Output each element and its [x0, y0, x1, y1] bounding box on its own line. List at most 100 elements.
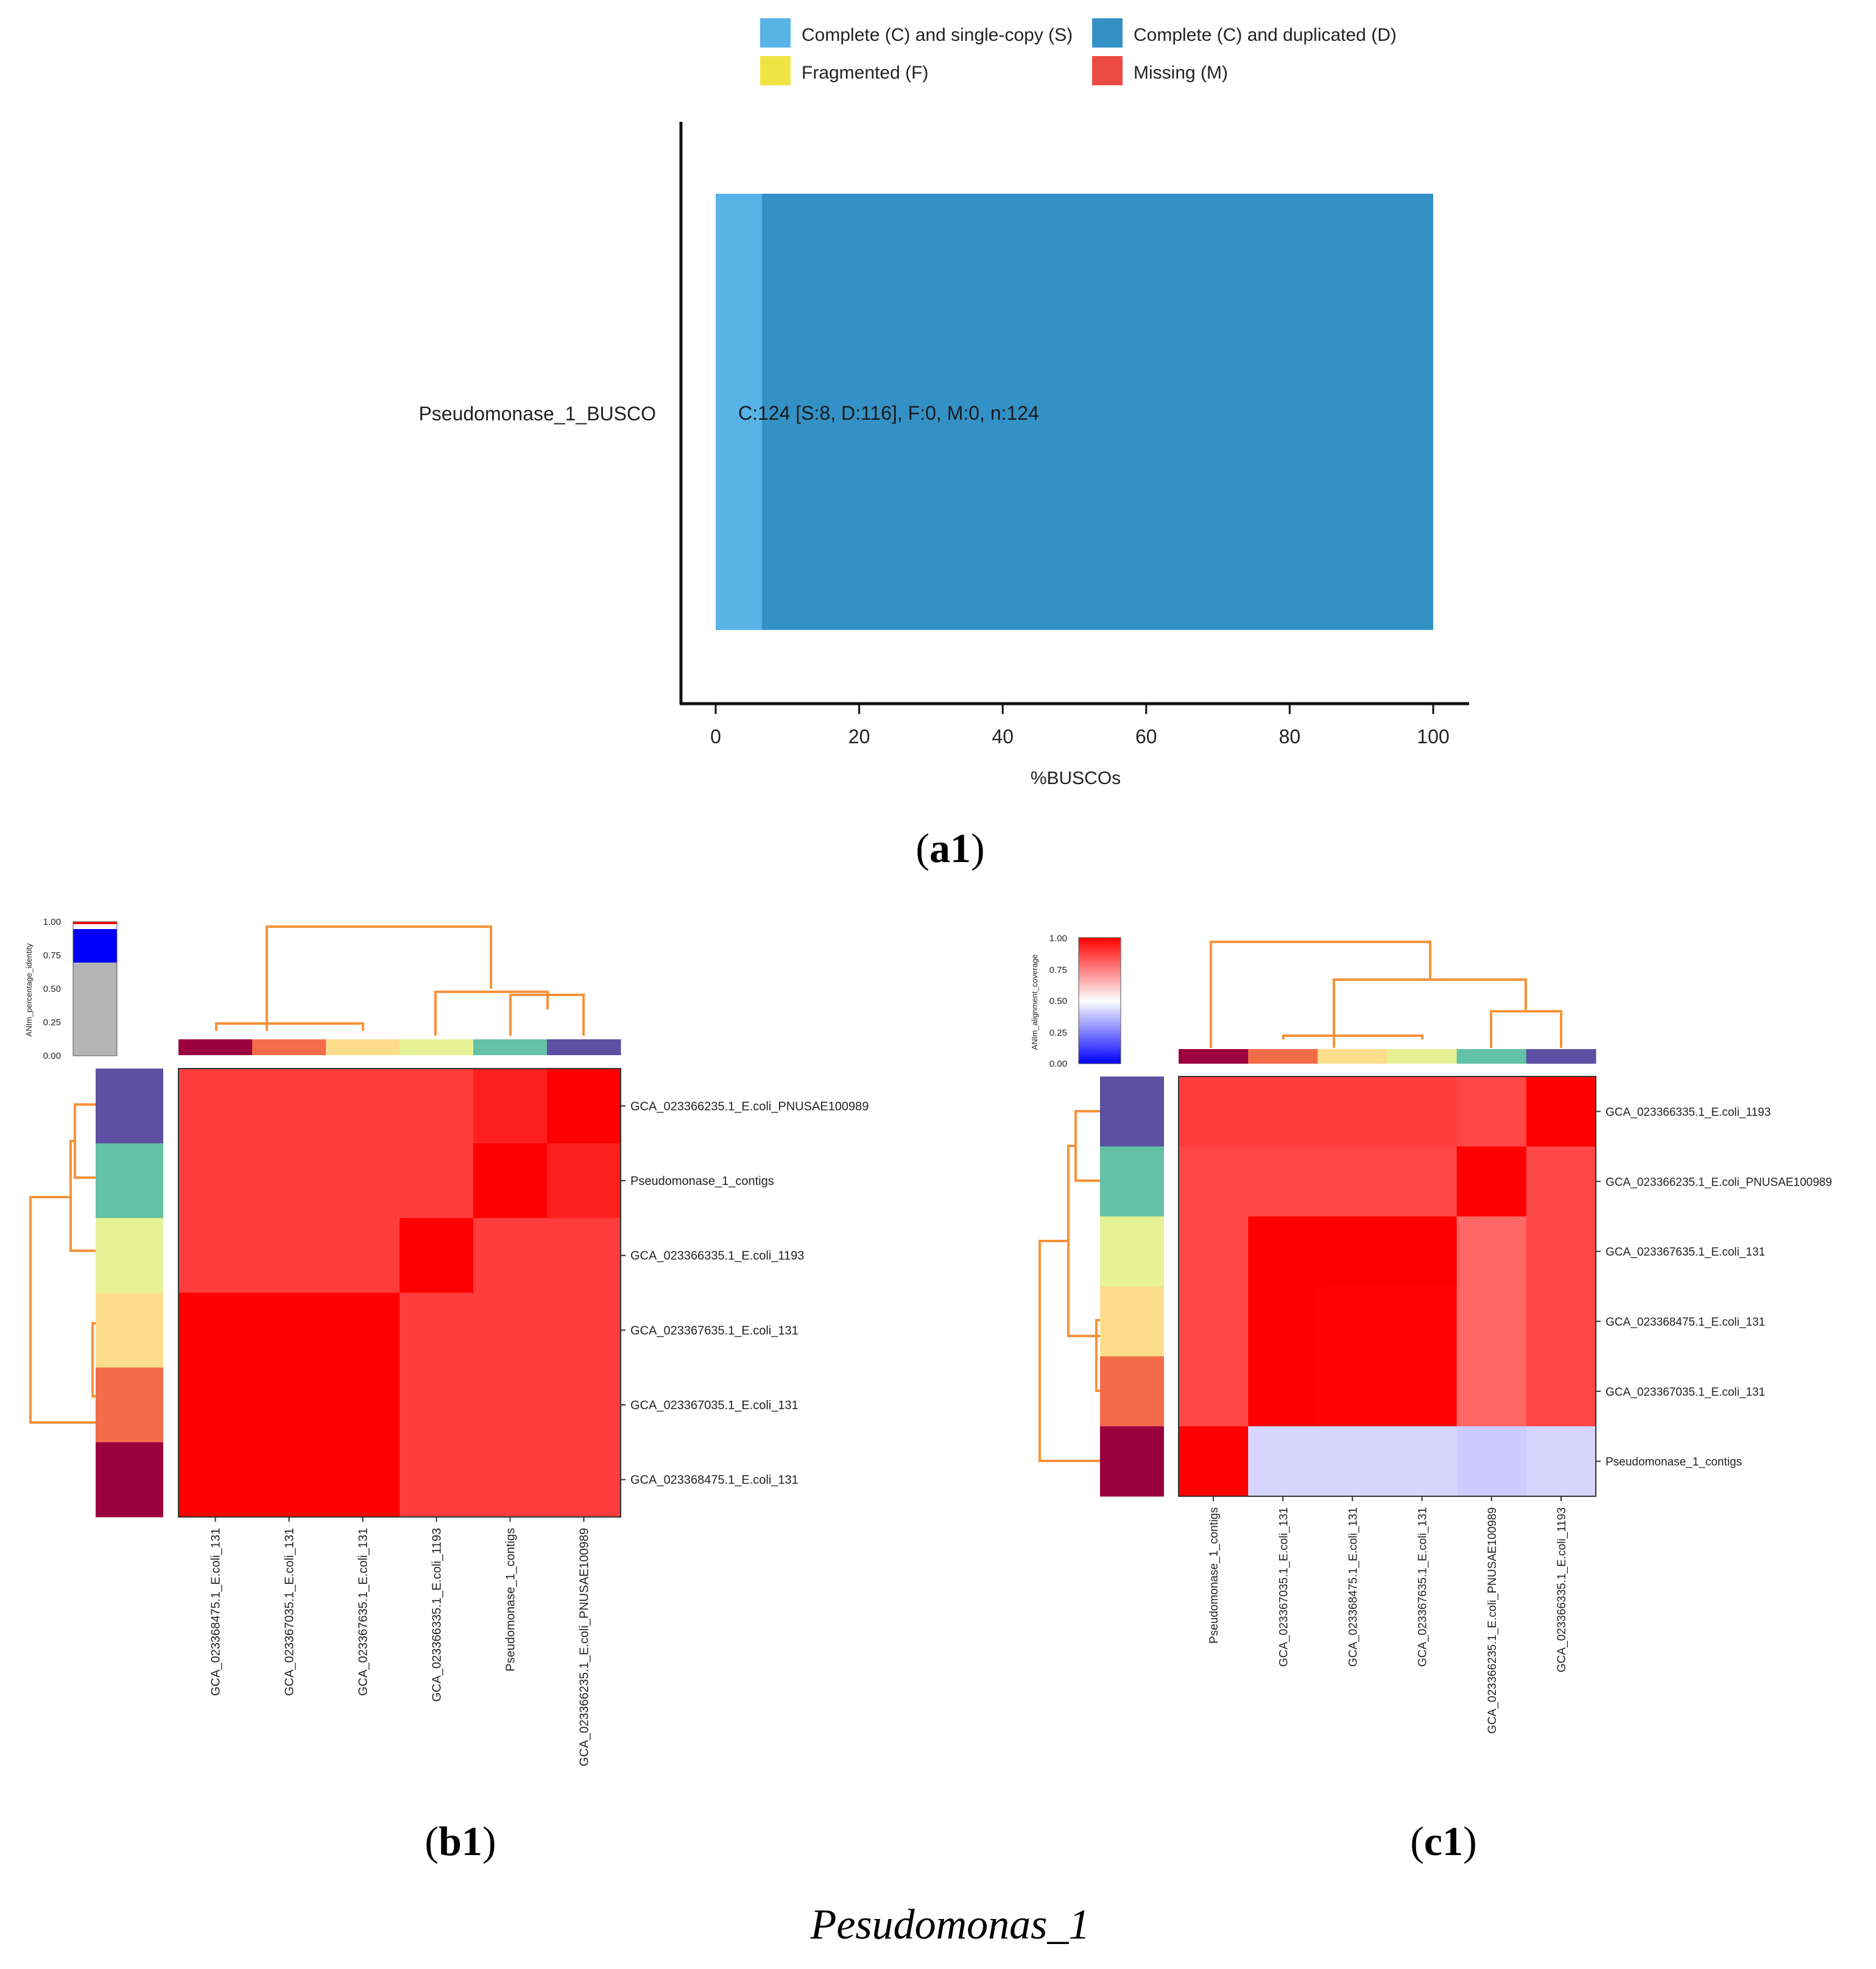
colorbar-tick-0.25: 0.25 [43, 1017, 61, 1028]
row-cluster-swatch [96, 1442, 163, 1518]
figure-title: Pesudomonas_1 [810, 1901, 1090, 1948]
heatmap-cell [178, 1293, 253, 1368]
heatmap-cell [1387, 1356, 1458, 1427]
heatmap-cell [326, 1293, 400, 1368]
col-label: GCA_023368475.1_E.coli_131 [210, 1528, 223, 1696]
panel-label-a1: (a1) [915, 825, 984, 871]
heatmap-border [178, 1068, 621, 1518]
heatmap-cell [400, 1143, 474, 1218]
legend-label-duplicated: Complete (C) and duplicated (D) [1134, 25, 1397, 45]
col-cluster-swatch [1179, 1049, 1249, 1064]
anim-identity-heatmap: 1.00 0.75 0.50 0.25 0.00 ANIm_percentage… [24, 917, 869, 1766]
col-label: GCA_023366235.1_E.coli_PNUSAE100989 [578, 1528, 591, 1766]
heatmap-cell [473, 1367, 548, 1443]
row-label: Pseudomonase_1_contigs [1606, 1456, 1742, 1469]
heatmap-cell [1317, 1356, 1388, 1427]
heatmap-cell [326, 1367, 400, 1443]
row-label: GCA_023366235.1_E.coli_PNUSAE100989 [630, 1100, 869, 1113]
heatmap-cell [1317, 1076, 1388, 1147]
legend-swatch-single-copy [760, 18, 791, 48]
heatmap-cell [1317, 1286, 1388, 1357]
heatmap-cell [178, 1367, 253, 1443]
heatmap-cell [1179, 1356, 1249, 1427]
col-label: GCA_023367635.1_E.coli_131 [357, 1528, 370, 1696]
row-cluster-swatch [1100, 1146, 1164, 1217]
row-label: GCA_023368475.1_E.coli_131 [630, 1474, 799, 1487]
column-dendrogram [1210, 941, 1562, 1048]
bar-annotation: C:124 [S:8, D:116], F:0, M:0, n:124 [738, 402, 1039, 424]
legend-label-single-copy: Complete (C) and single-copy (S) [802, 25, 1073, 45]
heatmap-cell [1456, 1426, 1527, 1497]
col-label: GCA_023367035.1_E.coli_131 [283, 1528, 297, 1696]
column-dendrogram [215, 925, 585, 1036]
heatmap-cell [400, 1218, 474, 1293]
row-label: GCA_023366335.1_E.coli_1193 [630, 1250, 804, 1263]
col-cluster-swatch [547, 1039, 621, 1055]
row-label: GCA_023367035.1_E.coli_131 [630, 1399, 799, 1412]
heatmap-cell [326, 1442, 400, 1518]
colorbar-tick-0.00: 0.00 [43, 1051, 61, 1061]
heatmap-cell [1317, 1426, 1388, 1497]
col-cluster-swatch [178, 1039, 253, 1055]
heatmap-cell [1387, 1076, 1458, 1147]
heatmap-cell [252, 1367, 326, 1443]
heatmap-cell [1387, 1286, 1458, 1357]
col-label: Pseudomonase_1_contigs [1208, 1507, 1221, 1644]
col-cluster-swatch [252, 1039, 326, 1055]
x-tick-label: 80 [1279, 726, 1301, 748]
col-label: GCA_023367635.1_E.coli_131 [1417, 1507, 1430, 1667]
heatmap-cell [1179, 1216, 1249, 1287]
heatmap-cell [1456, 1146, 1527, 1217]
heatmap-cell [473, 1143, 548, 1218]
col-cluster-swatch [1248, 1049, 1318, 1064]
row-cluster-swatch [96, 1218, 163, 1293]
heatmap-cell [1248, 1076, 1318, 1147]
heatmap-cell [178, 1218, 253, 1293]
col-cluster-swatch [1317, 1049, 1388, 1064]
x-tick-label: 100 [1417, 726, 1449, 748]
heatmap-cell [252, 1293, 326, 1368]
colorbar: 1.00 0.75 0.50 0.25 0.00 ANIm_percentage… [24, 917, 118, 1061]
heatmap-cell [1526, 1076, 1596, 1147]
heatmap-cell [326, 1069, 400, 1144]
heatmap-cell [547, 1293, 621, 1368]
heatmap-cell [547, 1367, 621, 1443]
col-cluster-swatch [1526, 1049, 1596, 1064]
colorbar-tick-0.75: 0.75 [1049, 965, 1067, 975]
legend-swatch-fragmented [760, 56, 791, 85]
row-cluster-swatch [96, 1367, 163, 1443]
row-label: GCA_023368475.1_E.coli_131 [1606, 1316, 1765, 1329]
heatmap-border [1178, 1076, 1596, 1497]
heatmap-cell [1387, 1146, 1458, 1217]
x-tick-label: 40 [992, 726, 1014, 748]
heatmap-cell [1248, 1356, 1318, 1427]
colorbar-tick-0.00: 0.00 [1049, 1059, 1067, 1069]
heatmap-cell [326, 1143, 400, 1218]
row-cluster-swatch [1100, 1426, 1164, 1497]
category-label: Pseudomonase_1_BUSCO [418, 403, 656, 425]
heatmap-cell [1179, 1286, 1249, 1357]
heatmap-cell [1456, 1076, 1527, 1147]
row-label: GCA_023367635.1_E.coli_131 [630, 1324, 799, 1337]
col-label: GCA_023366335.1_E.coli_1193 [431, 1528, 444, 1702]
row-cluster-swatch [1100, 1356, 1164, 1427]
heatmap-cell [1456, 1286, 1527, 1357]
heatmap-cell [400, 1367, 474, 1443]
heatmap-cell [252, 1069, 326, 1144]
colorbar-title: ANIm_percentage_identity [24, 943, 34, 1037]
row-dendrogram [29, 1103, 96, 1424]
row-cluster-swatch [1100, 1076, 1164, 1147]
heatmap-cell [1317, 1146, 1388, 1217]
heatmap-cell [1248, 1426, 1318, 1497]
colorbar-tick-0.25: 0.25 [1049, 1028, 1067, 1038]
heatmap-cell [1179, 1426, 1249, 1497]
heatmap-cell [1179, 1146, 1249, 1217]
x-tick-label: 0 [710, 726, 721, 748]
col-cluster-swatch [473, 1039, 548, 1055]
heatmap-cell [1387, 1426, 1458, 1497]
colorbar-tick-1.00: 1.00 [1049, 933, 1067, 944]
x-tick-label: 20 [848, 726, 870, 748]
heatmap-cell [1526, 1356, 1596, 1427]
colorbar-tick-0.50: 0.50 [43, 984, 61, 994]
row-label: Pseudomonase_1_contigs [630, 1175, 774, 1188]
